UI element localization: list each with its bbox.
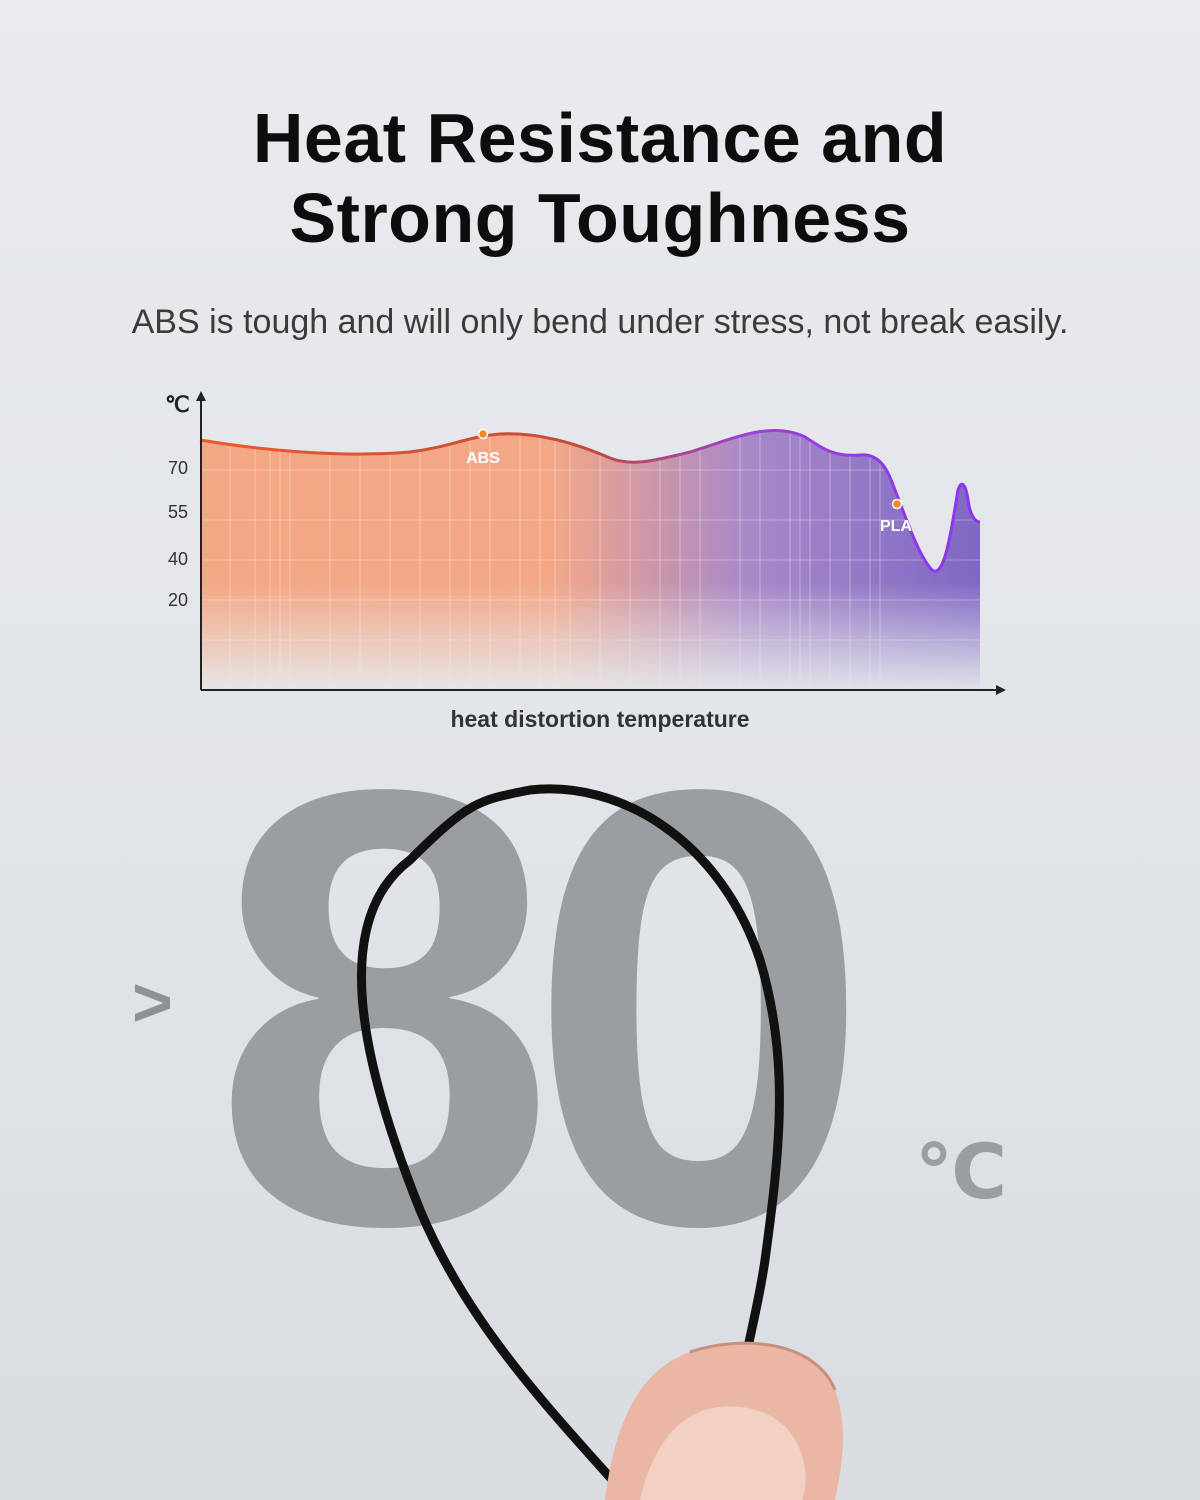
- marker-dot-pla: [891, 498, 903, 510]
- y-tick-label-1: 40: [168, 549, 188, 569]
- y-tick-label-3: 70: [168, 458, 188, 478]
- y-unit-label: ℃: [165, 392, 190, 417]
- x-axis-arrow: [996, 685, 1006, 695]
- highlight-unit: ℃: [915, 1130, 1008, 1215]
- y-tick-label-2: 55: [168, 502, 188, 522]
- y-axis-arrow: [196, 391, 206, 401]
- subtitle: ABS is tough and will only bend under st…: [131, 303, 1069, 341]
- highlight-value: 80: [212, 662, 872, 1354]
- series-line: [199, 428, 981, 573]
- page-title: Heat Resistance and Strong Toughness: [0, 98, 1200, 258]
- title-line-1: Heat Resistance and: [252, 99, 948, 177]
- filament-strand: [356, 784, 784, 1500]
- markers: ABS PLA: [466, 428, 912, 535]
- y-ticks: 20 40 55 70: [168, 458, 188, 610]
- x-axis-label: heat distortion temperature: [450, 706, 750, 732]
- title-line-2: Strong Toughness: [289, 179, 911, 257]
- finger-icon: [605, 1341, 843, 1500]
- marker-label-pla: PLA: [880, 518, 912, 535]
- marker-dot-abs: [477, 428, 489, 440]
- greater-than-sign: >: [132, 963, 173, 1041]
- heat-chart: ℃ 20 40 55 70 ABS PLA: [165, 391, 1006, 695]
- area-fade: [200, 420, 980, 690]
- y-tick-label-0: 20: [168, 590, 188, 610]
- marker-label-abs: ABS: [466, 450, 500, 467]
